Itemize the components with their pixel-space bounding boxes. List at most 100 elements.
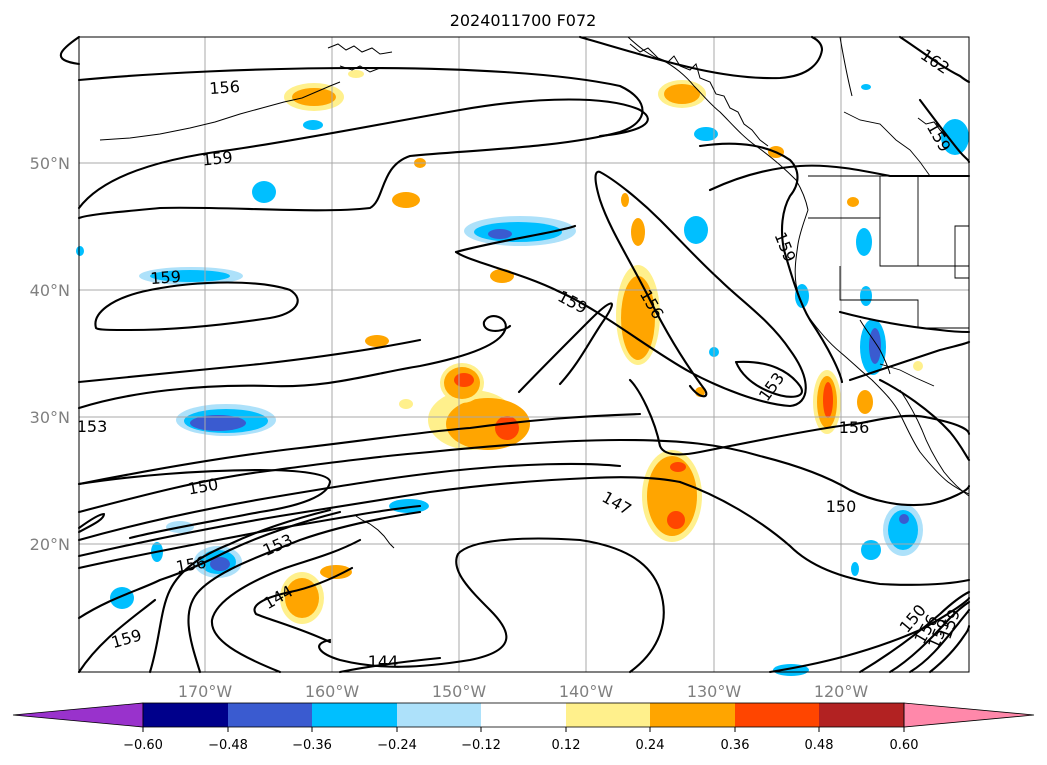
positive-region — [399, 399, 413, 409]
negative-region — [899, 514, 909, 524]
contour-label: 159 — [201, 147, 233, 169]
positive-region — [292, 88, 336, 106]
coastline — [99, 81, 341, 141]
contour-line — [768, 596, 971, 674]
colorbar-tick-label: −0.12 — [461, 738, 501, 753]
positive-region — [631, 218, 645, 246]
contour-line — [888, 600, 971, 674]
contour-line — [858, 590, 971, 674]
negative-region — [694, 127, 718, 141]
positive-region — [847, 197, 859, 207]
coastline — [859, 319, 891, 375]
negative-region — [684, 216, 708, 244]
colorbar-extend-high — [903, 702, 1035, 728]
contour-line — [77, 66, 644, 220]
contour-line — [210, 538, 362, 674]
positive-region — [495, 416, 519, 440]
negative-region — [941, 119, 969, 155]
colorbar-segment — [481, 703, 566, 727]
lon-label-120w: 120°W — [814, 682, 869, 701]
coastlines — [99, 36, 970, 549]
contour-lines — [59, 35, 971, 674]
colorbar-tick-label: −0.36 — [292, 738, 332, 753]
negative-region — [861, 84, 871, 90]
positive-region — [454, 373, 474, 387]
contour-line — [77, 98, 649, 210]
colorbar-segment — [819, 703, 904, 727]
lon-label-150w: 150°W — [432, 682, 487, 701]
colorbar-segment — [735, 703, 819, 727]
coastline — [899, 389, 970, 497]
contour-line — [698, 142, 844, 384]
coastline — [629, 43, 769, 147]
contour-line — [918, 98, 971, 164]
positive-region — [348, 70, 364, 78]
positive-region — [857, 390, 873, 414]
contour-line — [517, 302, 613, 394]
contour-line — [678, 480, 971, 586]
contour-line — [898, 35, 971, 84]
contour-line — [454, 224, 577, 254]
contour-line — [908, 608, 971, 674]
colorbar-segment — [143, 703, 228, 727]
contour-line — [77, 468, 332, 540]
political-border — [839, 266, 969, 329]
colorbar-tick-label: 0.12 — [552, 738, 581, 753]
lat-label-30n: 30°N — [30, 408, 70, 427]
coastline — [355, 515, 395, 549]
contour-line — [848, 340, 971, 382]
positive-region — [320, 565, 352, 579]
negative-region — [851, 562, 859, 576]
political-border — [879, 363, 935, 387]
negative-region — [110, 587, 134, 609]
colorbar-ticks: −0.60 −0.48 −0.36 −0.24 −0.12 0.12 0.24 … — [123, 727, 918, 753]
negative-region — [76, 246, 84, 256]
contour-label: 159 — [150, 267, 182, 288]
colorbar-segment — [650, 703, 735, 727]
contour-line — [578, 35, 824, 80]
negative-region — [869, 328, 881, 364]
negative-region — [303, 120, 323, 130]
contour-line — [77, 315, 512, 410]
lat-label-40n: 40°N — [30, 281, 70, 300]
contour-line — [77, 504, 422, 570]
coastline — [839, 36, 853, 97]
contour-line — [838, 310, 971, 334]
lon-label-130w: 130°W — [687, 682, 742, 701]
positive-region — [664, 84, 700, 104]
contour-line — [77, 438, 971, 514]
contour-line — [77, 598, 157, 674]
lat-label-20n: 20°N — [30, 535, 70, 554]
positive-region — [621, 193, 629, 207]
negative-region — [252, 181, 276, 203]
colorbar-segment — [566, 703, 650, 727]
positive-region — [913, 361, 923, 371]
contour-line — [734, 360, 803, 398]
colorbar-tick-label: −0.24 — [377, 738, 417, 753]
political-border — [843, 111, 931, 177]
negative-region — [488, 229, 512, 239]
colorbar-segment — [312, 703, 397, 727]
political-border — [808, 217, 969, 267]
positive-region — [823, 382, 833, 418]
positive-region — [365, 335, 389, 347]
lon-label-140w: 140°W — [559, 682, 614, 701]
negative-region — [856, 228, 872, 256]
contour-line — [253, 566, 354, 644]
positive-region — [490, 269, 514, 283]
map-title: 2024011700 F072 — [450, 11, 597, 30]
colorbar: −0.60 −0.48 −0.36 −0.24 −0.12 0.12 0.24 … — [12, 702, 1035, 753]
map-frame — [78, 36, 970, 673]
coastline — [327, 43, 393, 55]
colorbar-segment — [397, 703, 481, 727]
contour-line — [77, 338, 422, 384]
lat-label-50n: 50°N — [30, 154, 70, 173]
contour-label: 144 — [368, 652, 399, 671]
positive-region — [670, 462, 686, 472]
lon-label-160w: 160°W — [305, 682, 360, 701]
colorbar-frame — [142, 702, 905, 728]
contour-line — [94, 281, 299, 332]
contour-line — [77, 412, 642, 486]
colorbar-tick-label: 0.48 — [805, 738, 834, 753]
